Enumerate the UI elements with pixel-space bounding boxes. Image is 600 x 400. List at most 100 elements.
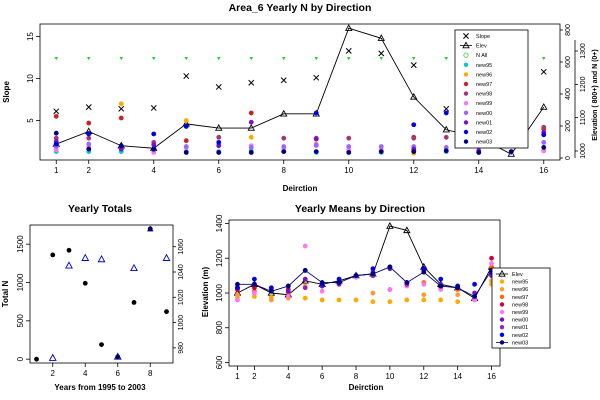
top-legend-marker-0-b [463,33,469,39]
top-new00-point-6 [281,144,287,149]
top-slope-point-8 [313,74,320,81]
top-new00-point-5 [248,145,254,150]
top-new03-point-4 [183,150,189,155]
bl-xlabel: Years from 1995 to 2003 [54,383,146,392]
br-legend-label-8: new02 [512,333,528,339]
top-slope-point-2-b [118,105,125,112]
bl-rtick-label-3: 1040 [178,264,185,280]
top-new00-point-3 [183,144,189,149]
top-x-ticks: 1 2 4 6 8 10 12 14 16 [54,160,549,175]
bl-elev-point-6 [147,225,154,232]
br-new03-point-8 [370,271,376,277]
top-legend-label-4: new96 [476,72,492,78]
br-new03-point-3 [285,283,291,289]
br-new03-point-5 [319,280,325,285]
br-new95-point-8 [370,299,376,305]
top-slope-point-2 [118,105,125,112]
br-new03-point-11 [421,269,427,275]
br-new03-point-6 [336,280,342,285]
bl-elev-point-2 [81,253,90,261]
br-legend-label-1: new95 [512,280,528,286]
top-new03-point-14 [508,149,514,155]
top-legend-label-6: new98 [476,92,492,98]
top-new03-point-0 [53,130,59,136]
top-n-all-point-8 [314,57,319,61]
br-new03-point-7 [353,273,359,279]
br-legend-marker-6 [499,317,505,322]
top-xtick-label-1: 2 [87,166,92,175]
br-xtick-label-2: 4 [286,372,291,381]
bl-total-point-8 [164,309,169,315]
br-new98-point-8 [489,255,494,261]
top-slope-point-0 [53,108,60,115]
bl-xtick-label-1: 4 [83,369,88,378]
br-xtick-label-3: 6 [320,372,325,381]
bl-right-ticks: 980 1000 1020 1040 1060 [173,239,185,354]
top-xlabel: Deirction [283,184,318,193]
top-legend-marker-6 [463,91,469,96]
br-xtick-label-5: 10 [385,372,394,381]
top-new03-point-6 [248,150,254,155]
top-new00-point-14 [541,139,547,145]
br-legend-label-5: new99 [512,310,528,316]
top-rtick-out-label-1: 1100 [580,110,587,125]
top-slope-point-15-b [540,68,547,75]
br-new99-point-11 [438,287,444,292]
br-xtick-label-8: 16 [487,372,496,381]
bl-rtick-label-0: 980 [178,342,185,354]
bl-y-ticks: 0 500 1000 1500 [16,235,30,361]
top-slope-point-15 [540,68,547,75]
bl-total-point-6 [131,300,137,305]
br-y-ticks: 600 800 1000 1200 1400 [215,214,229,369]
br-legend-marker-9 [499,340,505,345]
top-rtick-in-label-2: 400 [565,88,572,100]
top-legend-label-10: new02 [476,130,492,136]
top-right-ticks: 0 200 400 600 800 1000 1100 1200 1300 [560,24,587,160]
top-new01-point-2 [151,142,157,148]
br-legend-label-0: Elev [512,272,523,278]
top-legend-label-7: new99 [476,101,492,107]
top-slope-point-10 [378,50,385,57]
br-new96-point-4 [370,290,376,296]
br-new99-point-13 [472,297,477,303]
top-n-all-point-1 [86,57,91,61]
top-slope-point-11 [410,62,417,69]
top-new03-point-1 [86,146,92,152]
top-new02-point-7 [443,110,449,116]
br-new99-point-0 [235,297,240,303]
br-new96-point-0 [235,292,240,298]
br-new95-point-11 [421,297,427,303]
br-new00-point-3 [302,276,308,282]
top-legend-label-1: Elev [476,44,487,50]
bl-total-point-1 [50,252,56,258]
br-new96-point-6 [455,292,461,298]
bl-total-point-4 [99,342,104,347]
top-slope-point-11-b [410,62,417,69]
top-xtick-label-3: 6 [217,166,222,175]
top-new01-point-5 [313,136,319,142]
br-new02-point-10 [421,266,427,272]
top-legend-label-3: new95 [476,63,492,69]
br-new95-point-5 [319,297,325,303]
top-y-ticks: 5 10 15 [26,32,40,123]
br-new95-point-7 [353,297,359,303]
top-n-all-point-15 [541,57,546,61]
bl-ytick-label-3: 1500 [16,235,25,253]
top-plot-frame [39,23,561,161]
br-new02-point-6 [336,276,342,282]
chart-bottom-right: Yearly Means by Direction Deirction Elev… [201,203,551,392]
top-slope-point-5 [215,84,222,90]
top-new98-point-8 [443,134,449,140]
br-legend-label-6: new00 [512,318,528,324]
top-rtick-in-label-1: 200 [565,120,572,132]
top-xtick-label-2: 4 [152,166,157,175]
top-xtick-label-0: 1 [54,166,59,175]
br-legend-marker-8 [499,332,505,337]
br-ytick-label-4: 1400 [215,214,224,232]
top-elev-point-9 [344,24,353,31]
top-legend-label-9: new01 [476,120,492,126]
bl-x-ticks: 2 4 6 8 [51,363,153,378]
top-new97-point-0 [53,113,59,119]
top-n-all-point-7 [281,57,286,61]
top-title: Area_6 Yearly N by Direction [229,2,372,14]
